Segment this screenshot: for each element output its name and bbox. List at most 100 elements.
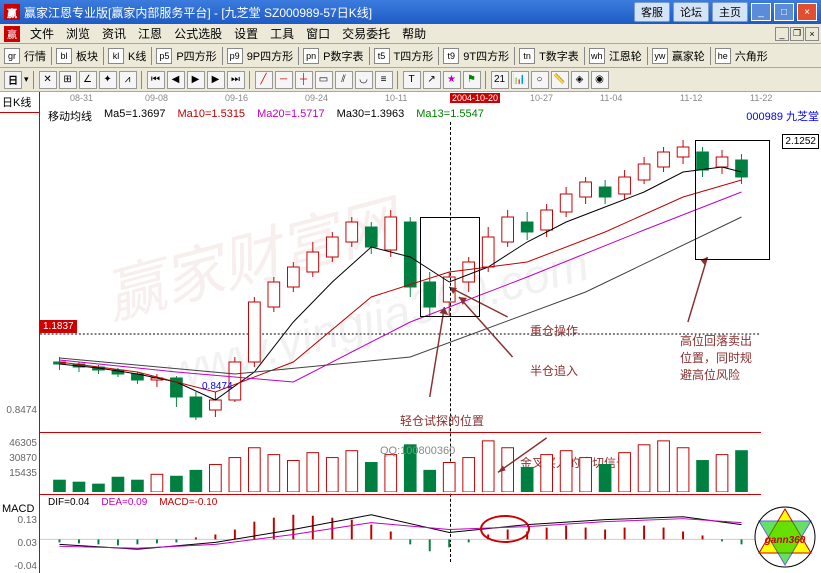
close-button[interactable]: × — [797, 3, 817, 21]
tool-misc2-icon[interactable]: ◉ — [591, 71, 609, 89]
chart-plot-area[interactable]: 08-3109-0809-1609-2410-112004-10-2010-27… — [40, 92, 821, 573]
y-low-label: 0.8474 — [6, 405, 37, 416]
chart-annotation: 重仓操作 — [530, 322, 578, 339]
volume-chart[interactable]: QQ:100800360 — [40, 432, 761, 492]
tool-ruler-icon[interactable]: 📏 — [551, 71, 569, 89]
toolbar-label: P数字表 — [321, 48, 365, 64]
vol-label-3: 15435 — [9, 468, 37, 479]
toolbar-item-1[interactable]: bl板块 — [56, 48, 100, 64]
hex-icon: he — [715, 48, 731, 64]
gann360-logo: gann360 — [753, 505, 817, 569]
toolbar-item-4[interactable]: p99P四方形 — [227, 48, 295, 64]
tool-hline-icon[interactable]: ─ — [275, 71, 293, 89]
toolbar-label: T数字表 — [537, 48, 581, 64]
date-tick: 09-08 — [145, 93, 168, 103]
tn-icon: tn — [519, 48, 535, 64]
toolbar-label: 江恩轮 — [607, 48, 644, 64]
tool-cross-icon[interactable]: ┼ — [295, 71, 313, 89]
tool-text-icon[interactable]: T — [403, 71, 421, 89]
menu-browse[interactable]: 浏览 — [60, 23, 96, 44]
menu-tools[interactable]: 工具 — [264, 23, 300, 44]
window-titlebar: 赢 赢家江恩专业版[赢家内部服务平台] - [九芝堂 SZ000989-57日K… — [0, 0, 821, 24]
tool-angle-icon[interactable]: ∠ — [79, 71, 97, 89]
minimize-button[interactable]: _ — [751, 3, 771, 21]
menu-file[interactable]: 文件 — [24, 23, 60, 44]
date-tick: 11-12 — [680, 93, 702, 103]
date-tick: 10-11 — [385, 93, 407, 103]
toolbar-item-3[interactable]: p5P四方形 — [156, 48, 218, 64]
tool-calendar-icon[interactable]: 21 — [491, 71, 509, 89]
menubar: 赢 文件 浏览 资讯 江恩 公式选股 设置 工具 窗口 交易委托 帮助 _ ❐ … — [0, 24, 821, 44]
candle-chart[interactable]: 0.8474 — [40, 122, 761, 422]
wheel-icon: wh — [589, 48, 605, 64]
date-axis: 08-3109-0809-1609-2410-112004-10-2010-27… — [40, 92, 821, 106]
toolbar-item-7[interactable]: t99T四方形 — [443, 48, 511, 64]
sub-minimize-button[interactable]: _ — [775, 27, 789, 41]
nav-first-icon[interactable]: ⏮ — [147, 71, 165, 89]
tool-chart-icon[interactable]: 📊 — [511, 71, 529, 89]
toolbar-label: 赢家轮 — [670, 48, 707, 64]
date-tick: 11-22 — [750, 93, 772, 103]
t9-icon: t9 — [443, 48, 459, 64]
sub-close-button[interactable]: × — [805, 27, 819, 41]
menu-settings[interactable]: 设置 — [228, 23, 264, 44]
tool-wave-icon[interactable]: ⩘ — [119, 71, 137, 89]
tool-crosshair-icon[interactable]: ✕ — [39, 71, 57, 89]
toolbar-label: 9P四方形 — [245, 48, 295, 64]
macd-value: DEA=0.09 — [101, 497, 147, 508]
tool-line-icon[interactable]: ╱ — [255, 71, 273, 89]
toolbar-item-5[interactable]: pnP数字表 — [303, 48, 365, 64]
period-day-button[interactable]: 日 — [4, 71, 22, 89]
tab-support[interactable]: 客服 — [634, 2, 670, 22]
nav-next-icon[interactable]: ▶ — [207, 71, 225, 89]
maximize-button[interactable]: □ — [774, 3, 794, 21]
tool-star-icon[interactable]: ★ — [443, 71, 461, 89]
p5-icon: p5 — [156, 48, 172, 64]
macd-signal-circle — [480, 515, 530, 543]
macd-value: DIF=0.04 — [48, 497, 89, 508]
vol-label-2: 30870 — [9, 453, 37, 464]
macd-title: MACD — [2, 503, 34, 515]
sub-restore-button[interactable]: ❐ — [790, 27, 804, 41]
toolbar-label: 六角形 — [733, 48, 770, 64]
tool-flag-icon[interactable]: ⚑ — [463, 71, 481, 89]
tool-arrow-icon[interactable]: ↗ — [423, 71, 441, 89]
toolbar-item-0[interactable]: gr行情 — [4, 48, 48, 64]
tab-forum[interactable]: 论坛 — [673, 2, 709, 22]
tool-fan-icon[interactable]: ✦ — [99, 71, 117, 89]
grid-icon: gr — [4, 48, 20, 64]
kline-icon: kl — [108, 48, 124, 64]
tool-arc-icon[interactable]: ◡ — [355, 71, 373, 89]
tool-grid-icon[interactable]: ⊞ — [59, 71, 77, 89]
nav-play-icon[interactable]: ▶ — [187, 71, 205, 89]
toolbar-item-2[interactable]: klK线 — [108, 48, 148, 64]
toolbar-item-11[interactable]: he六角形 — [715, 48, 770, 64]
menu-formula[interactable]: 公式选股 — [168, 23, 228, 44]
svg-text:gann360: gann360 — [764, 535, 806, 546]
toolbar-item-6[interactable]: t5T四方形 — [374, 48, 436, 64]
tab-home[interactable]: 主页 — [712, 2, 748, 22]
date-tick: 09-16 — [225, 93, 248, 103]
price-box: 2.1252 — [782, 134, 819, 149]
vol-label-1: 46305 — [9, 438, 37, 449]
toolbar-item-8[interactable]: tnT数字表 — [519, 48, 581, 64]
menu-gann[interactable]: 江恩 — [132, 23, 168, 44]
toolbar-label: 板块 — [74, 48, 100, 64]
tool-fib-icon[interactable]: ≡ — [375, 71, 393, 89]
tool-misc1-icon[interactable]: ◈ — [571, 71, 589, 89]
menu-help[interactable]: 帮助 — [396, 23, 432, 44]
menu-window[interactable]: 窗口 — [300, 23, 336, 44]
toolbar-item-9[interactable]: wh江恩轮 — [589, 48, 644, 64]
qq-watermark: QQ:100800360 — [380, 445, 455, 457]
nav-prev-icon[interactable]: ◀ — [167, 71, 185, 89]
menu-trade[interactable]: 交易委托 — [336, 23, 396, 44]
macd-chart[interactable]: DIF=0.04DEA=0.09MACD=-0.10 — [40, 494, 761, 570]
tool-channel-icon[interactable]: ⫽ — [335, 71, 353, 89]
toolbar-main: gr行情bl板块klK线p5P四方形p99P四方形pnP数字表t5T四方形t99… — [0, 44, 821, 68]
window-title: 赢家江恩专业版[赢家内部服务平台] - [九芝堂 SZ000989-57日K线] — [24, 4, 634, 21]
toolbar-item-10[interactable]: yw赢家轮 — [652, 48, 707, 64]
menu-info[interactable]: 资讯 — [96, 23, 132, 44]
tool-cycle-icon[interactable]: ○ — [531, 71, 549, 89]
nav-last-icon[interactable]: ⏭ — [227, 71, 245, 89]
tool-rect-icon[interactable]: ▭ — [315, 71, 333, 89]
